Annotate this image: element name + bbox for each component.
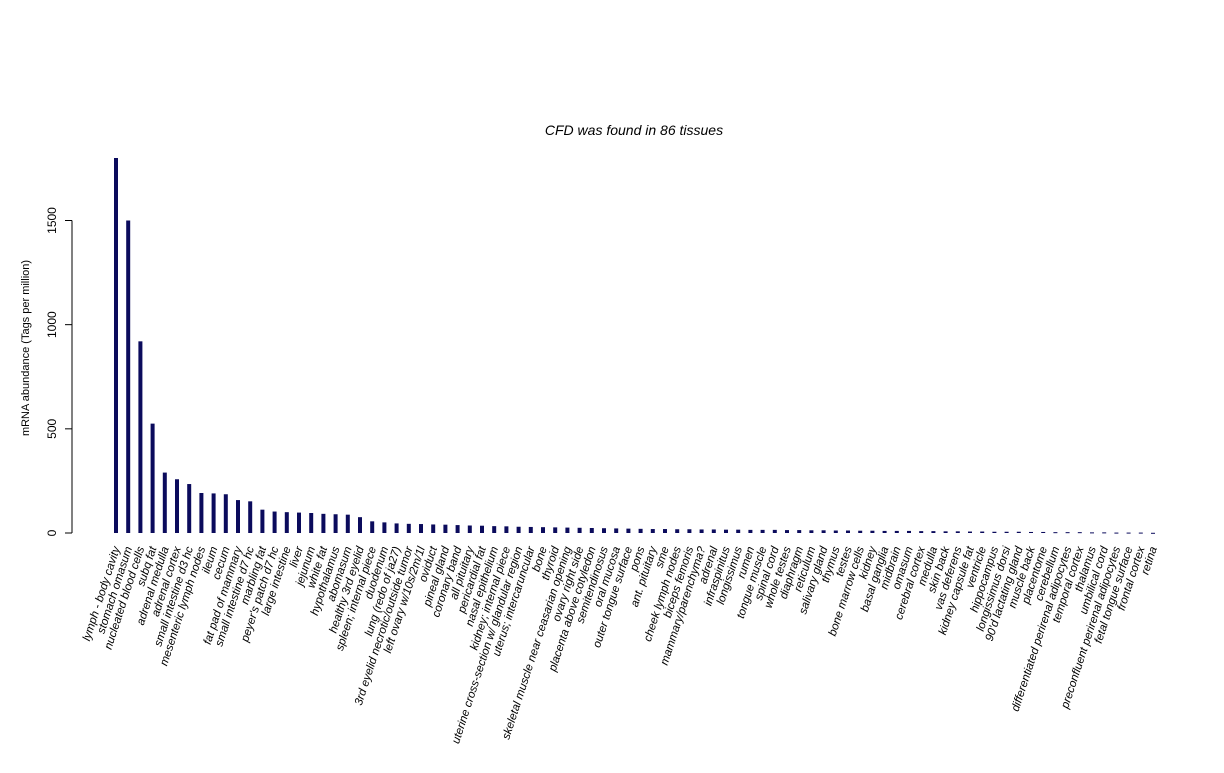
y-tick-label: 1000 <box>45 311 59 338</box>
y-tick-label: 0 <box>45 529 59 536</box>
bar <box>980 531 985 533</box>
bar <box>943 531 948 533</box>
bar <box>760 529 765 533</box>
bar <box>931 531 936 533</box>
bar <box>187 484 192 533</box>
bar <box>260 509 265 533</box>
bar <box>114 158 118 533</box>
bar <box>1077 532 1082 534</box>
bar <box>968 531 972 533</box>
bar <box>650 529 655 533</box>
bar <box>394 523 399 533</box>
bar <box>1053 532 1058 534</box>
chart-title: CFD was found in 86 tissues <box>545 122 723 138</box>
bar <box>333 514 338 533</box>
bar <box>223 494 228 533</box>
bar <box>748 529 753 533</box>
bar <box>419 524 423 533</box>
bar <box>528 526 533 533</box>
y-tick-label: 500 <box>45 419 59 439</box>
bar <box>162 472 167 533</box>
bar <box>150 423 155 533</box>
bar <box>870 530 875 533</box>
bar <box>602 528 606 533</box>
bar <box>772 529 777 533</box>
bar <box>663 529 667 533</box>
bar <box>370 521 375 533</box>
bar <box>504 526 509 533</box>
bar <box>785 530 789 533</box>
bar <box>821 530 826 533</box>
bar <box>565 527 570 533</box>
bar <box>894 530 899 533</box>
bar <box>907 530 911 533</box>
bar <box>675 529 680 533</box>
bar <box>736 529 741 533</box>
bar <box>406 523 411 533</box>
bar <box>541 527 545 533</box>
bar <box>345 514 350 533</box>
bar <box>1004 531 1009 533</box>
bar <box>553 527 558 533</box>
bar <box>467 525 472 533</box>
bar <box>1090 532 1094 534</box>
bar <box>614 528 619 533</box>
bar <box>431 524 436 533</box>
bar <box>833 530 838 533</box>
bar <box>626 528 631 533</box>
bar <box>699 529 704 533</box>
bar <box>248 501 253 533</box>
bars-group <box>114 158 1155 534</box>
bar <box>1065 532 1070 534</box>
bar <box>797 530 802 533</box>
bar <box>1151 532 1155 534</box>
bar <box>455 525 460 533</box>
bar <box>284 512 289 533</box>
bar <box>638 528 643 533</box>
bar <box>199 493 204 533</box>
bar <box>492 526 497 533</box>
y-axis-label: mRNA abundance (Tags per million) <box>20 260 32 436</box>
bar <box>1041 531 1046 533</box>
bar <box>309 513 314 533</box>
bar <box>126 220 131 533</box>
bar <box>236 500 240 533</box>
bar <box>516 526 521 533</box>
bar <box>809 530 814 533</box>
y-tick-label: 1500 <box>45 207 59 234</box>
bar <box>443 524 448 533</box>
bar <box>272 511 277 533</box>
bar <box>382 522 387 533</box>
bar <box>992 531 997 533</box>
bar <box>858 530 863 533</box>
bar <box>1102 532 1107 534</box>
bar <box>480 525 484 533</box>
bar <box>175 479 179 533</box>
bar <box>358 517 362 533</box>
bar <box>1126 532 1131 534</box>
bar <box>577 527 582 533</box>
bar <box>711 529 716 533</box>
bar <box>1029 531 1033 533</box>
bar <box>724 529 728 533</box>
bar <box>955 531 960 533</box>
bar <box>1114 532 1119 534</box>
bar <box>321 513 326 533</box>
bar <box>846 530 850 533</box>
bar <box>589 528 594 533</box>
bar <box>882 530 887 533</box>
bar <box>211 493 216 533</box>
bar <box>1138 532 1143 534</box>
y-axis: 0 500 1000 1500 <box>45 207 73 536</box>
bar <box>138 341 143 533</box>
bar <box>687 529 692 533</box>
bar <box>297 512 301 533</box>
bar <box>1016 531 1021 533</box>
bar <box>919 531 924 533</box>
